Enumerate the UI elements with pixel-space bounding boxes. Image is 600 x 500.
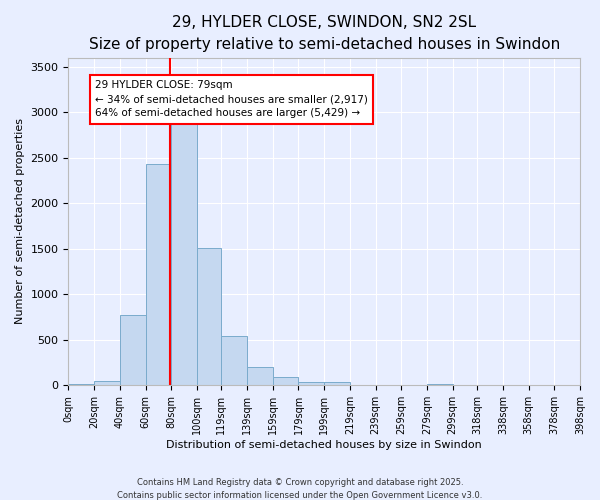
Bar <box>221 336 247 386</box>
Text: 29 HYLDER CLOSE: 79sqm
← 34% of semi-detached houses are smaller (2,917)
64% of : 29 HYLDER CLOSE: 79sqm ← 34% of semi-det… <box>95 80 368 118</box>
Bar <box>197 248 221 386</box>
Bar <box>120 315 146 386</box>
Bar <box>68 384 94 386</box>
Bar <box>247 367 273 386</box>
Bar <box>146 164 171 386</box>
Bar <box>427 384 453 386</box>
Text: Contains HM Land Registry data © Crown copyright and database right 2025.
Contai: Contains HM Land Registry data © Crown c… <box>118 478 482 500</box>
X-axis label: Distribution of semi-detached houses by size in Swindon: Distribution of semi-detached houses by … <box>166 440 482 450</box>
Bar <box>171 122 197 386</box>
Bar <box>273 377 298 386</box>
Bar <box>298 382 324 386</box>
Title: 29, HYLDER CLOSE, SWINDON, SN2 2SL
Size of property relative to semi-detached ho: 29, HYLDER CLOSE, SWINDON, SN2 2SL Size … <box>89 15 560 52</box>
Bar <box>324 382 350 386</box>
Bar <box>94 381 120 386</box>
Y-axis label: Number of semi-detached properties: Number of semi-detached properties <box>15 118 25 324</box>
